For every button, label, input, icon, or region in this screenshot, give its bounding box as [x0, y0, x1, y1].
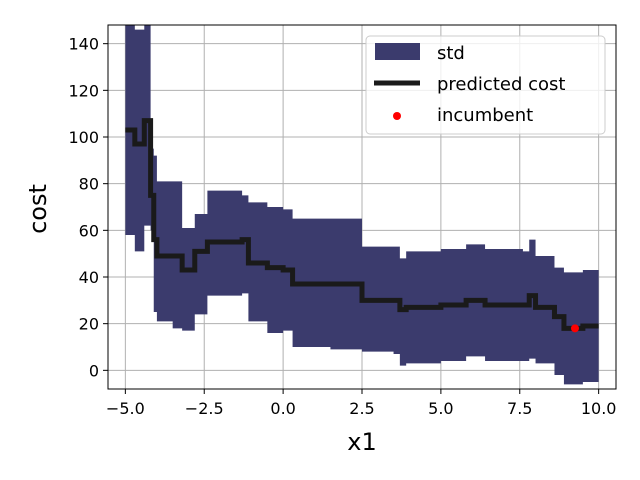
x-tick-label: 10.0 [581, 399, 617, 418]
x-tick-label: 7.5 [507, 399, 532, 418]
x-axis-ticks: −5.0 −2.5 0.0 2.5 5.0 7.5 10.0 [106, 389, 617, 418]
legend: std predicted cost incumbent [365, 35, 606, 135]
x-tick-label: −5.0 [106, 399, 145, 418]
legend-incumbent-marker [393, 112, 401, 120]
legend-box [365, 35, 606, 135]
x-axis-label: x1 [347, 428, 376, 456]
x-tick-label: 2.5 [349, 399, 374, 418]
y-axis-label: cost [24, 184, 52, 234]
y-tick-label: 0 [89, 361, 99, 380]
y-tick-label: 140 [68, 35, 99, 54]
legend-predicted-cost-label: predicted cost [437, 74, 565, 95]
y-tick-label: 100 [68, 128, 99, 147]
std-band [125, 25, 599, 385]
y-tick-label: 60 [79, 221, 99, 240]
incumbent-point [570, 324, 579, 333]
y-tick-label: 120 [68, 81, 99, 100]
x-tick-label: −2.5 [185, 399, 224, 418]
legend-incumbent-label: incumbent [437, 105, 533, 126]
x-tick-label: 5.0 [428, 399, 453, 418]
legend-std-label: std [437, 43, 465, 64]
y-axis-ticks: 0 20 40 60 80 100 120 140 [68, 35, 108, 380]
y-tick-label: 20 [79, 315, 99, 334]
y-tick-label: 80 [79, 175, 99, 194]
predicted-cost-line [125, 118, 599, 331]
incumbent-points [570, 324, 579, 333]
y-tick-label: 40 [79, 268, 99, 287]
x-tick-label: 0.0 [270, 399, 295, 418]
legend-std-swatch [375, 43, 420, 60]
